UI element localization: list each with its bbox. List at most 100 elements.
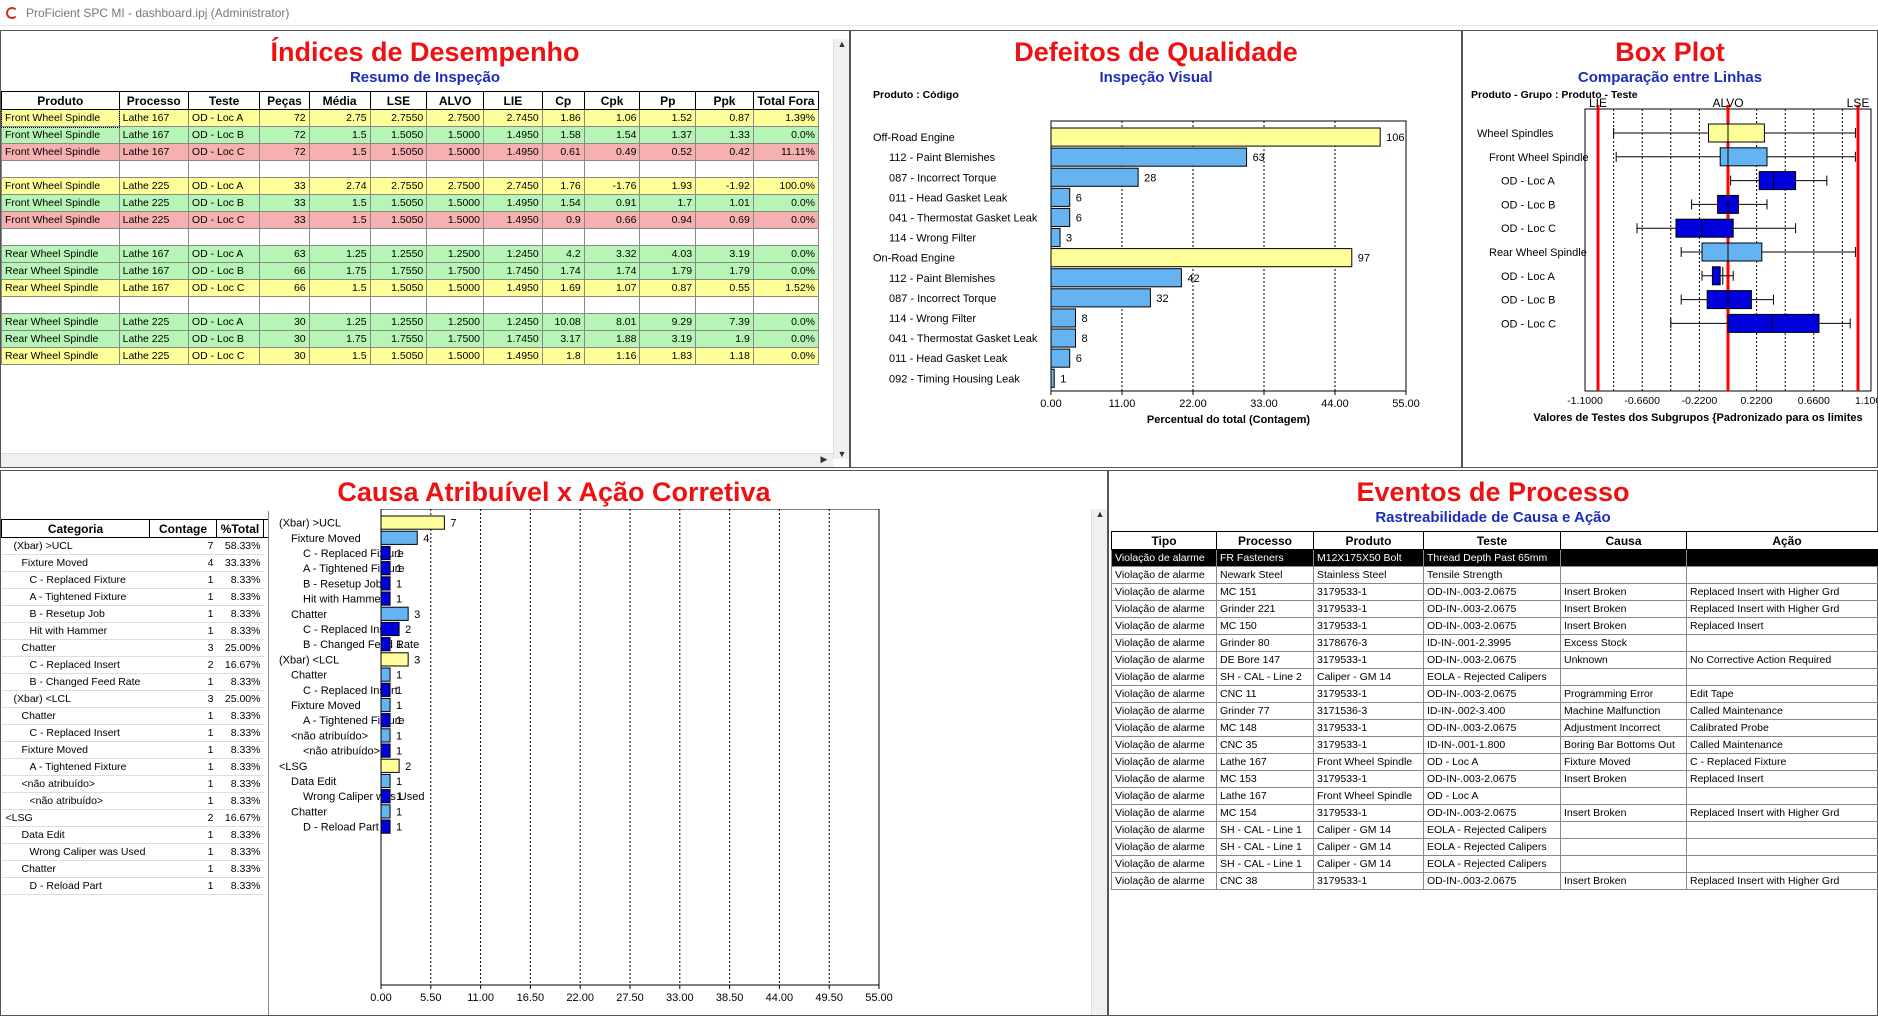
- column-header-tipo[interactable]: Tipo: [1111, 531, 1217, 550]
- box[interactable]: [1727, 313, 1820, 333]
- table-row[interactable]: Rear Wheel Spindle Lathe 167 OD - Loc B 66 1…: [1, 262, 819, 280]
- box[interactable]: [1675, 218, 1734, 238]
- bar[interactable]: [380, 530, 418, 545]
- column-header-processo[interactable]: Processo: [118, 91, 189, 110]
- table-row[interactable]: C - Replaced Fixture 1 8.33%: [1, 571, 269, 589]
- table-row[interactable]: Front Wheel Spindle Lathe 167 OD - Loc A 72…: [1, 108, 819, 128]
- bar[interactable]: [1050, 288, 1151, 308]
- bar[interactable]: [1050, 228, 1061, 248]
- table-row[interactable]: Violação de alarme MC 153 3179533-1 OD-IN-.…: [1111, 770, 1878, 788]
- column-header-contage[interactable]: Contage: [149, 519, 217, 538]
- bar[interactable]: [1050, 187, 1071, 207]
- table-row[interactable]: B - Resetup Job 1 8.33%: [1, 605, 269, 623]
- column-header-total-fora[interactable]: Total Fora: [752, 91, 819, 110]
- column-header-extra[interactable]: [263, 519, 268, 538]
- table-row[interactable]: Violação de alarme Grinder 80 3178676-3 ID-…: [1111, 634, 1878, 652]
- table-row[interactable]: (Xbar) >UCL 7 58.33%: [1, 537, 269, 555]
- column-header-total[interactable]: %Total: [216, 519, 264, 538]
- table-row[interactable]: Violação de alarme MC 150 3179533-1 OD-IN-.…: [1111, 617, 1878, 635]
- performance-vertical-scrollbar[interactable]: ▲ ▼: [833, 39, 849, 459]
- table-row[interactable]: Data Edit 1 8.33%: [1, 826, 269, 844]
- scroll-up-icon[interactable]: ▲: [1095, 509, 1105, 519]
- table-row[interactable]: Violação de alarme SH - CAL - Line 1 Calip…: [1111, 838, 1878, 856]
- box[interactable]: [1708, 123, 1765, 143]
- bar[interactable]: [380, 667, 391, 682]
- table-row[interactable]: Violação de alarme MC 151 3179533-1 OD-IN-.…: [1111, 583, 1878, 601]
- box[interactable]: [1719, 147, 1768, 167]
- table-row[interactable]: Hit with Hammer 1 8.33%: [1, 622, 269, 640]
- table-row[interactable]: Front Wheel Spindle Lathe 167 OD - Loc B 72…: [1, 126, 819, 144]
- table-row[interactable]: Violação de alarme FR Fasteners M12X175X50…: [1111, 549, 1878, 567]
- table-row[interactable]: A - Tightened Fixture 1 8.33%: [1, 758, 269, 776]
- table-row[interactable]: [1, 296, 819, 314]
- table-row[interactable]: Chatter 1 8.33%: [1, 860, 269, 878]
- bar[interactable]: [1050, 127, 1381, 147]
- column-header-alvo[interactable]: ALVO: [426, 91, 484, 110]
- bar[interactable]: [380, 804, 391, 819]
- bar[interactable]: [1050, 207, 1071, 228]
- table-row[interactable]: Rear Wheel Spindle Lathe 225 OD - Loc B 30 1…: [1, 330, 819, 348]
- table-row[interactable]: Front Wheel Spindle Lathe 167 OD - Loc C 72…: [1, 143, 819, 161]
- bar[interactable]: [380, 515, 445, 530]
- cause-action-vertical-scrollbar[interactable]: ▲: [1091, 509, 1107, 1015]
- table-row[interactable]: Violação de alarme SH - CAL - Line 1 Calip…: [1111, 821, 1878, 839]
- column-header-ppk[interactable]: Ppk: [695, 91, 754, 110]
- table-row[interactable]: Violação de alarme Newark Steel Stainless …: [1111, 566, 1878, 584]
- table-row[interactable]: Rear Wheel Spindle Lathe 225 OD - Loc C 30 1…: [1, 347, 819, 365]
- bar[interactable]: [380, 743, 391, 758]
- table-row[interactable]: <não atribuído> 1 8.33%: [1, 775, 269, 793]
- bar[interactable]: [1050, 268, 1182, 288]
- table-row[interactable]: Violação de alarme MC 148 3179533-1 OD-IN-.…: [1111, 719, 1878, 737]
- table-row[interactable]: Violação de alarme CNC 11 3179533-1 OD-IN-.…: [1111, 685, 1878, 703]
- box[interactable]: [1706, 290, 1752, 310]
- table-row[interactable]: Chatter 3 25.00%: [1, 639, 269, 657]
- table-row[interactable]: C - Replaced Insert 1 8.33%: [1, 724, 269, 742]
- table-row[interactable]: B - Changed Feed Rate 1 8.33%: [1, 673, 269, 691]
- table-row[interactable]: Rear Wheel Spindle Lathe 167 OD - Loc C 66 1…: [1, 279, 819, 297]
- column-header-cp[interactable]: Cp: [541, 91, 585, 110]
- bar[interactable]: [380, 652, 409, 667]
- column-header-categoria[interactable]: Categoria: [1, 519, 150, 538]
- column-header-produto[interactable]: Produto: [1313, 531, 1424, 550]
- box[interactable]: [1758, 171, 1797, 191]
- table-row[interactable]: Violação de alarme DE Bore 147 3179533-1 OD…: [1111, 651, 1878, 669]
- bar[interactable]: [380, 713, 391, 728]
- table-row[interactable]: Front Wheel Spindle Lathe 225 OD - Loc A 33…: [1, 177, 819, 195]
- table-row[interactable]: D - Reload Part 1 8.33%: [1, 877, 269, 895]
- bar[interactable]: [380, 545, 391, 561]
- column-header-causa[interactable]: Causa: [1560, 531, 1687, 550]
- bar[interactable]: [380, 606, 409, 621]
- bar[interactable]: [380, 789, 391, 804]
- table-row[interactable]: Rear Wheel Spindle Lathe 167 OD - Loc A 63 1…: [1, 245, 819, 263]
- table-row[interactable]: Violação de alarme Lathe 167 Front Wheel S…: [1111, 753, 1878, 771]
- column-header-teste[interactable]: Teste: [187, 91, 261, 110]
- table-row[interactable]: C - Replaced Insert 2 16.67%: [1, 656, 269, 674]
- bar[interactable]: [1050, 368, 1055, 388]
- table-row[interactable]: Fixture Moved 1 8.33%: [1, 741, 269, 759]
- column-header-lie[interactable]: LIE: [482, 91, 543, 110]
- column-header-pp[interactable]: Pp: [639, 91, 697, 110]
- table-row[interactable]: Violação de alarme Grinder 77 3171536-3 ID-…: [1111, 702, 1878, 720]
- column-header-processo[interactable]: Processo: [1216, 531, 1314, 550]
- bar[interactable]: [1050, 348, 1071, 368]
- table-row[interactable]: Chatter 1 8.33%: [1, 707, 269, 725]
- bar[interactable]: [380, 819, 391, 834]
- table-row[interactable]: Wrong Caliper was Used 1 8.33%: [1, 843, 269, 861]
- bar[interactable]: [380, 591, 391, 606]
- bar[interactable]: [380, 758, 400, 773]
- column-header-lse[interactable]: LSE: [369, 91, 428, 110]
- column-header-produto[interactable]: Produto: [1, 91, 120, 110]
- bar[interactable]: [380, 773, 391, 789]
- scroll-down-icon[interactable]: ▼: [837, 449, 847, 459]
- table-row[interactable]: Violação de alarme Grinder 221 3179533-1 OD…: [1111, 600, 1878, 618]
- bar[interactable]: [1050, 167, 1139, 187]
- column-header-cpk[interactable]: Cpk: [583, 91, 641, 110]
- box[interactable]: [1701, 242, 1763, 262]
- table-row[interactable]: A - Tightened Fixture 1 8.33%: [1, 588, 269, 606]
- table-row[interactable]: Violação de alarme CNC 38 3179533-1 OD-IN-.…: [1111, 872, 1878, 890]
- table-row[interactable]: [1, 228, 819, 246]
- column-header-m-dia[interactable]: Média: [308, 91, 371, 110]
- table-row[interactable]: <LSG 2 16.67%: [1, 809, 269, 827]
- bar[interactable]: [380, 621, 400, 637]
- table-row[interactable]: <não atribuído> 1 8.33%: [1, 792, 269, 810]
